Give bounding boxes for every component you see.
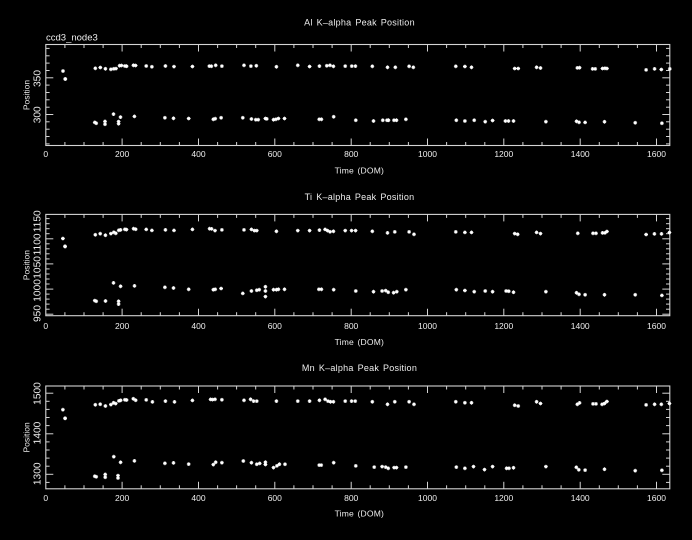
svg-text:200: 200	[115, 493, 129, 503]
svg-text:1400: 1400	[33, 421, 44, 444]
svg-text:Position: Position	[22, 80, 32, 111]
svg-text:1200: 1200	[494, 321, 513, 331]
svg-text:1000: 1000	[33, 279, 44, 302]
svg-text:1100: 1100	[33, 233, 44, 255]
svg-text:800: 800	[344, 493, 358, 503]
svg-text:Al K–alpha Peak Position: Al K–alpha Peak Position	[304, 18, 415, 28]
svg-text:800: 800	[344, 149, 358, 159]
svg-text:1600: 1600	[647, 321, 666, 331]
svg-text:Time (DOM): Time (DOM)	[335, 509, 384, 519]
svg-text:1400: 1400	[571, 493, 590, 503]
svg-text:1050: 1050	[33, 256, 44, 279]
svg-text:1500: 1500	[33, 382, 44, 405]
svg-text:1300: 1300	[33, 462, 44, 485]
svg-text:1400: 1400	[571, 149, 590, 159]
svg-text:400: 400	[191, 493, 205, 503]
svg-text:Time (DOM): Time (DOM)	[335, 166, 384, 176]
svg-text:1200: 1200	[494, 149, 513, 159]
svg-text:1000: 1000	[418, 149, 437, 159]
svg-text:Ti K–alpha Peak Position: Ti K–alpha Peak Position	[305, 192, 415, 202]
svg-text:600: 600	[268, 321, 282, 331]
svg-text:1000: 1000	[418, 493, 437, 503]
svg-text:300: 300	[33, 106, 44, 123]
svg-text:Position: Position	[22, 250, 32, 281]
svg-text:Time (DOM): Time (DOM)	[335, 337, 384, 347]
svg-text:1200: 1200	[494, 493, 513, 503]
svg-text:0: 0	[43, 149, 48, 159]
svg-text:600: 600	[268, 149, 282, 159]
svg-text:0: 0	[43, 321, 48, 331]
svg-text:400: 400	[191, 321, 205, 331]
svg-text:200: 200	[115, 321, 129, 331]
svg-text:1000: 1000	[418, 321, 437, 331]
svg-text:1600: 1600	[647, 493, 666, 503]
svg-text:Mn K–alpha Peak Position: Mn K–alpha Peak Position	[302, 363, 417, 373]
svg-text:400: 400	[191, 149, 205, 159]
svg-text:200: 200	[115, 149, 129, 159]
svg-text:1600: 1600	[647, 149, 666, 159]
svg-text:Position: Position	[22, 422, 32, 453]
svg-text:800: 800	[344, 321, 358, 331]
svg-text:ccd3_node3: ccd3_node3	[46, 33, 98, 44]
svg-text:1150: 1150	[33, 210, 44, 232]
svg-text:350: 350	[33, 70, 44, 87]
svg-text:950: 950	[33, 305, 44, 322]
svg-text:0: 0	[43, 493, 48, 503]
svg-text:600: 600	[268, 493, 282, 503]
svg-text:1400: 1400	[571, 321, 590, 331]
